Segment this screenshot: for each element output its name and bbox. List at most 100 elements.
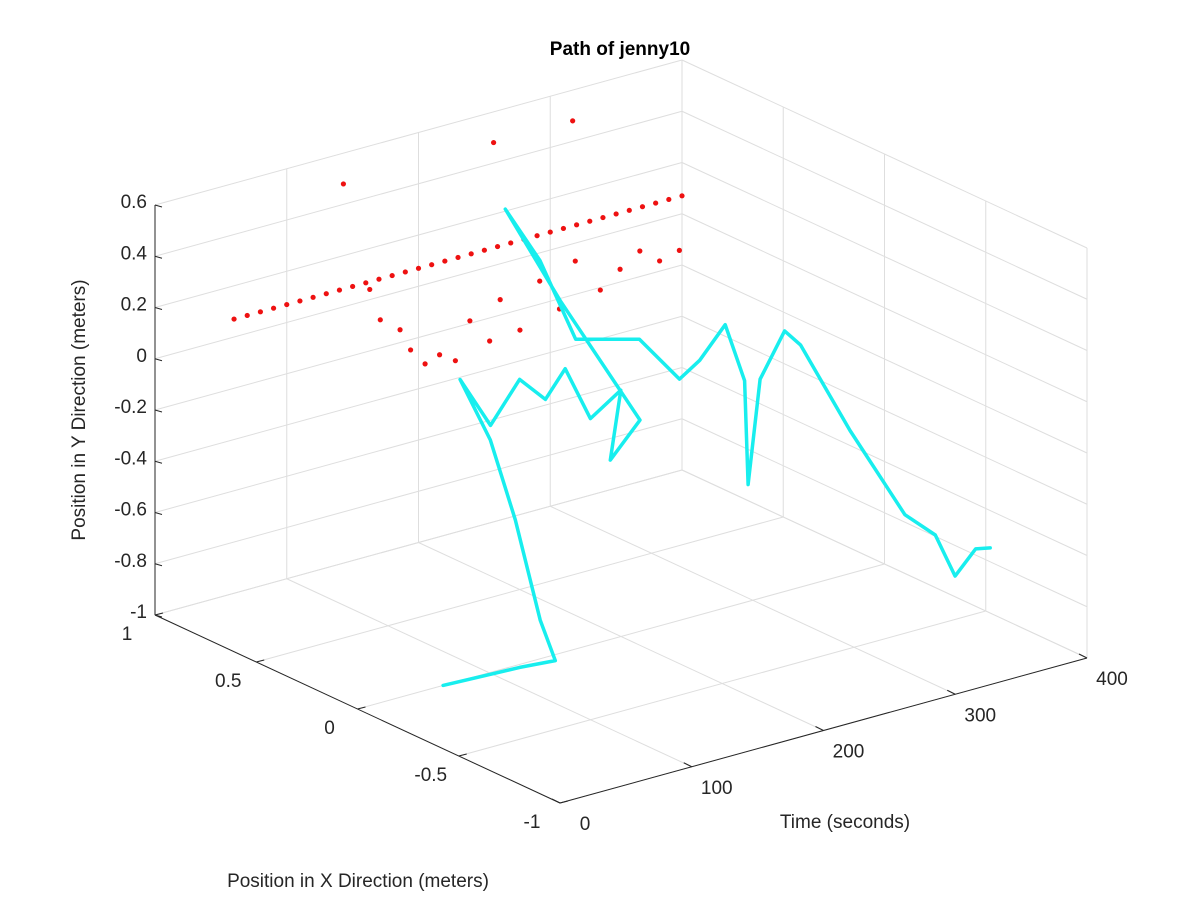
chart-title: Path of jenny10 xyxy=(550,39,690,60)
x-tick xyxy=(458,753,467,757)
x-tick xyxy=(154,612,164,616)
time-tick xyxy=(947,689,956,695)
time-axis-label: Time (seconds) xyxy=(780,812,910,833)
point xyxy=(377,317,383,323)
grid-line xyxy=(154,110,683,257)
y-tick-label: -0.8 xyxy=(114,551,147,572)
y-tick-label: 0.6 xyxy=(121,192,147,213)
y-tick-label: -0.2 xyxy=(114,397,147,418)
x-tick-label: 0 xyxy=(324,718,335,739)
point xyxy=(600,214,606,221)
y-tick xyxy=(154,563,163,567)
y-tick xyxy=(154,512,163,515)
grid-line xyxy=(154,213,683,360)
point xyxy=(231,316,237,322)
point xyxy=(297,298,303,304)
y-tick-label: 0 xyxy=(136,346,147,367)
time-tick xyxy=(683,762,692,768)
point xyxy=(397,327,403,333)
grid-line xyxy=(681,264,1088,454)
point xyxy=(679,193,685,199)
grid-line xyxy=(681,59,1088,249)
point xyxy=(429,262,435,268)
point xyxy=(666,196,672,203)
grid-line xyxy=(681,110,1088,300)
point xyxy=(508,240,514,246)
point xyxy=(547,229,553,235)
time-tick-label: 400 xyxy=(1096,669,1128,690)
y-tick xyxy=(154,307,163,310)
point xyxy=(350,283,356,290)
y-tick xyxy=(154,358,163,362)
time-tick-label: 300 xyxy=(964,705,996,726)
point xyxy=(336,287,343,293)
grid-line xyxy=(681,418,1088,608)
point xyxy=(415,265,422,271)
x-tick-label: -0.5 xyxy=(414,765,447,786)
point xyxy=(657,258,663,264)
grid-line xyxy=(681,213,1088,403)
point xyxy=(490,139,497,146)
point xyxy=(574,222,580,228)
point xyxy=(257,309,263,315)
y-tick-label: 0.2 xyxy=(121,295,147,316)
point xyxy=(626,207,632,213)
point xyxy=(244,312,250,319)
point xyxy=(570,118,576,124)
y-tick xyxy=(154,460,163,464)
point xyxy=(455,254,461,261)
grid-line xyxy=(681,315,1088,505)
point xyxy=(617,266,623,272)
point xyxy=(422,361,428,367)
point xyxy=(367,286,373,293)
time-tick xyxy=(551,798,561,804)
time-tick-label: 200 xyxy=(833,742,865,763)
point xyxy=(597,287,603,293)
x-tick-label: 1 xyxy=(122,624,133,645)
point xyxy=(436,352,443,358)
grid-line xyxy=(154,469,683,616)
point xyxy=(494,243,501,250)
point xyxy=(534,233,540,239)
point xyxy=(270,305,277,311)
point xyxy=(497,297,503,303)
x-position-axis-label: Position in X Direction (meters) xyxy=(227,871,489,892)
x-tick xyxy=(559,800,569,804)
grid-line xyxy=(154,418,683,565)
x-tick-label: -1 xyxy=(524,812,541,833)
y-tick-label: -0.4 xyxy=(114,448,147,469)
grid-line xyxy=(458,610,986,757)
point xyxy=(613,211,619,217)
point xyxy=(452,358,458,364)
grid-line xyxy=(681,367,1088,556)
point xyxy=(537,278,543,284)
point xyxy=(653,200,659,206)
time-tick-label: 0 xyxy=(580,814,591,835)
point xyxy=(676,247,682,253)
y-tick xyxy=(154,409,163,413)
grid-line xyxy=(154,367,683,513)
grid-line xyxy=(154,59,683,206)
point xyxy=(481,247,487,253)
point xyxy=(402,269,408,275)
point xyxy=(389,272,395,279)
point xyxy=(442,258,448,264)
point xyxy=(487,338,493,344)
time-tick xyxy=(815,726,824,731)
grid-line xyxy=(681,469,1088,659)
y-tick xyxy=(154,614,163,618)
point xyxy=(310,294,316,300)
point xyxy=(284,301,290,308)
y-tick-label: -0.6 xyxy=(114,500,147,521)
x-tick xyxy=(256,659,265,663)
point xyxy=(363,280,369,286)
time-tick xyxy=(1078,653,1088,659)
point xyxy=(467,318,473,324)
point xyxy=(376,276,382,282)
point xyxy=(572,258,578,264)
x-tick xyxy=(357,706,366,710)
y-tick-label: 0.4 xyxy=(121,243,148,264)
point xyxy=(639,204,646,210)
y-tick-label: -1 xyxy=(130,602,147,623)
